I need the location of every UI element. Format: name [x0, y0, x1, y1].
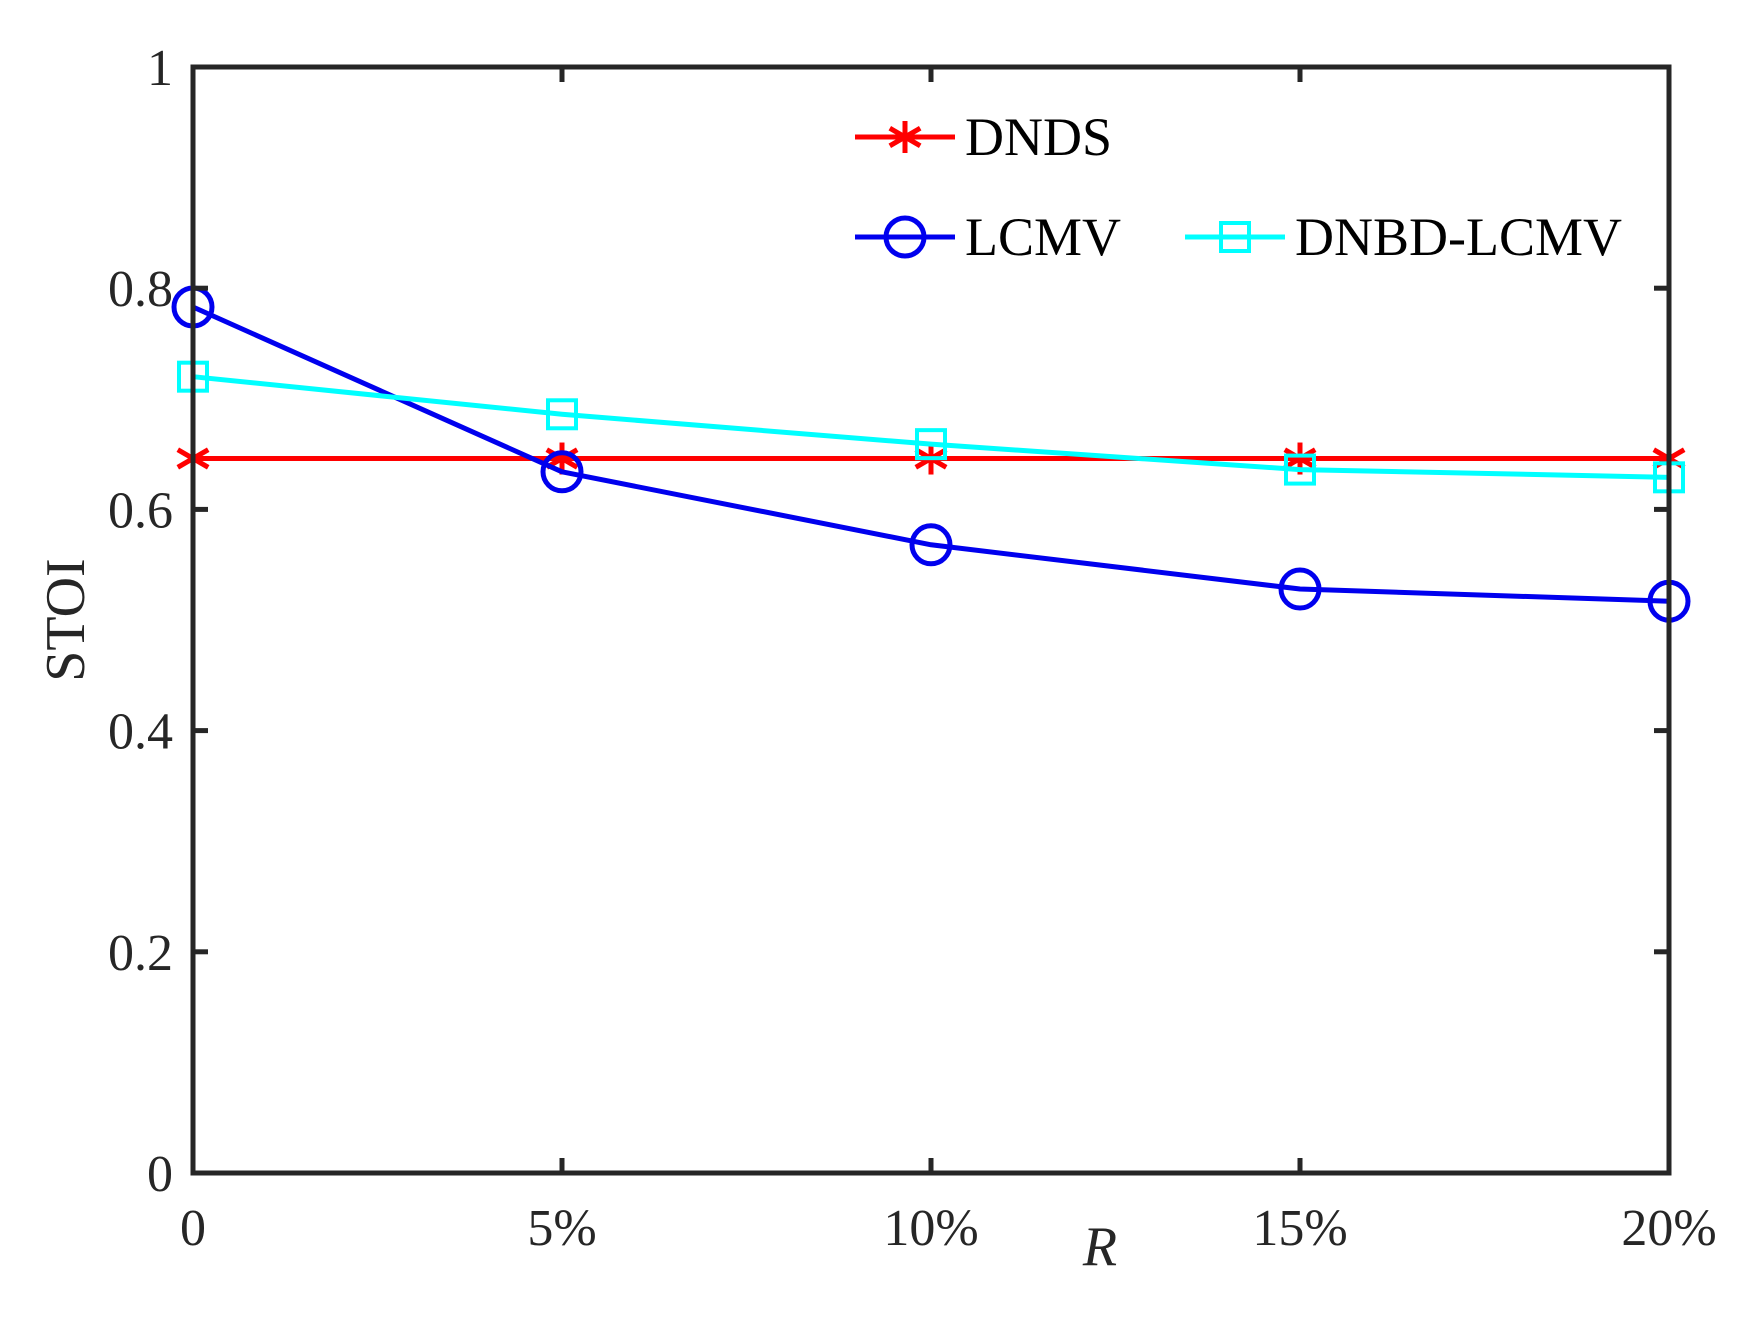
y-tick-label: 0.6	[108, 482, 173, 539]
series-line-lcmv	[191, 304, 1670, 604]
legend-entry-dnds: DNDS	[855, 107, 1112, 167]
ticks-layer: 0 5% 10% 15% 20% 0 0.2 0.4 0.6 0.8 1	[108, 40, 1717, 1257]
legend-label-dnds: DNDS	[965, 107, 1112, 167]
data-point-dnbd-lcmv	[915, 428, 947, 461]
series-line-dnbd-lcmv	[192, 374, 1670, 480]
series-layer	[171, 285, 1691, 623]
series-dnbd-lcmv	[177, 360, 1685, 494]
legend-entry-dnbd-lcmv: DNBD-LCMV	[1185, 207, 1622, 267]
asterisk-stroke-2	[545, 447, 579, 470]
legend: DNDS LCMV DNBD-LCMV	[855, 107, 1622, 267]
y-tick-label: 0.2	[108, 925, 173, 982]
legend-label-dnbd-lcmv: DNBD-LCMV	[1295, 207, 1622, 267]
legend-label-lcmv: LCMV	[965, 207, 1121, 267]
y-tick-label: 0.4	[108, 704, 173, 761]
data-point-dnbd-lcmv	[1284, 453, 1316, 486]
x-tick-label: 10%	[883, 1200, 978, 1257]
y-tick-label: 1	[147, 40, 173, 97]
data-point-lcmv	[1278, 567, 1322, 611]
data-point-lcmv	[540, 450, 584, 494]
legend-marker-lcmv	[883, 215, 927, 259]
x-tick-label: 20%	[1621, 1200, 1716, 1257]
y-tick-label: 0	[147, 1146, 173, 1203]
x-tick-label: 15%	[1252, 1200, 1347, 1257]
x-axis-label: R	[1082, 1216, 1117, 1278]
data-point-dnbd-lcmv	[546, 398, 578, 431]
y-axis-label: STOI	[35, 558, 97, 681]
x-tick-label: 0	[180, 1200, 206, 1257]
legend-entry-lcmv: LCMV	[855, 207, 1121, 267]
asterisk-stroke-2	[888, 126, 922, 148]
x-tick-label: 5%	[527, 1200, 596, 1257]
legend-marker-dnbd-lcmv	[1219, 221, 1251, 253]
legend-marker-dnds	[888, 121, 922, 153]
asterisk-stroke-2	[1283, 447, 1317, 470]
data-point-lcmv	[909, 523, 953, 567]
y-tick-label: 0.8	[108, 261, 173, 318]
